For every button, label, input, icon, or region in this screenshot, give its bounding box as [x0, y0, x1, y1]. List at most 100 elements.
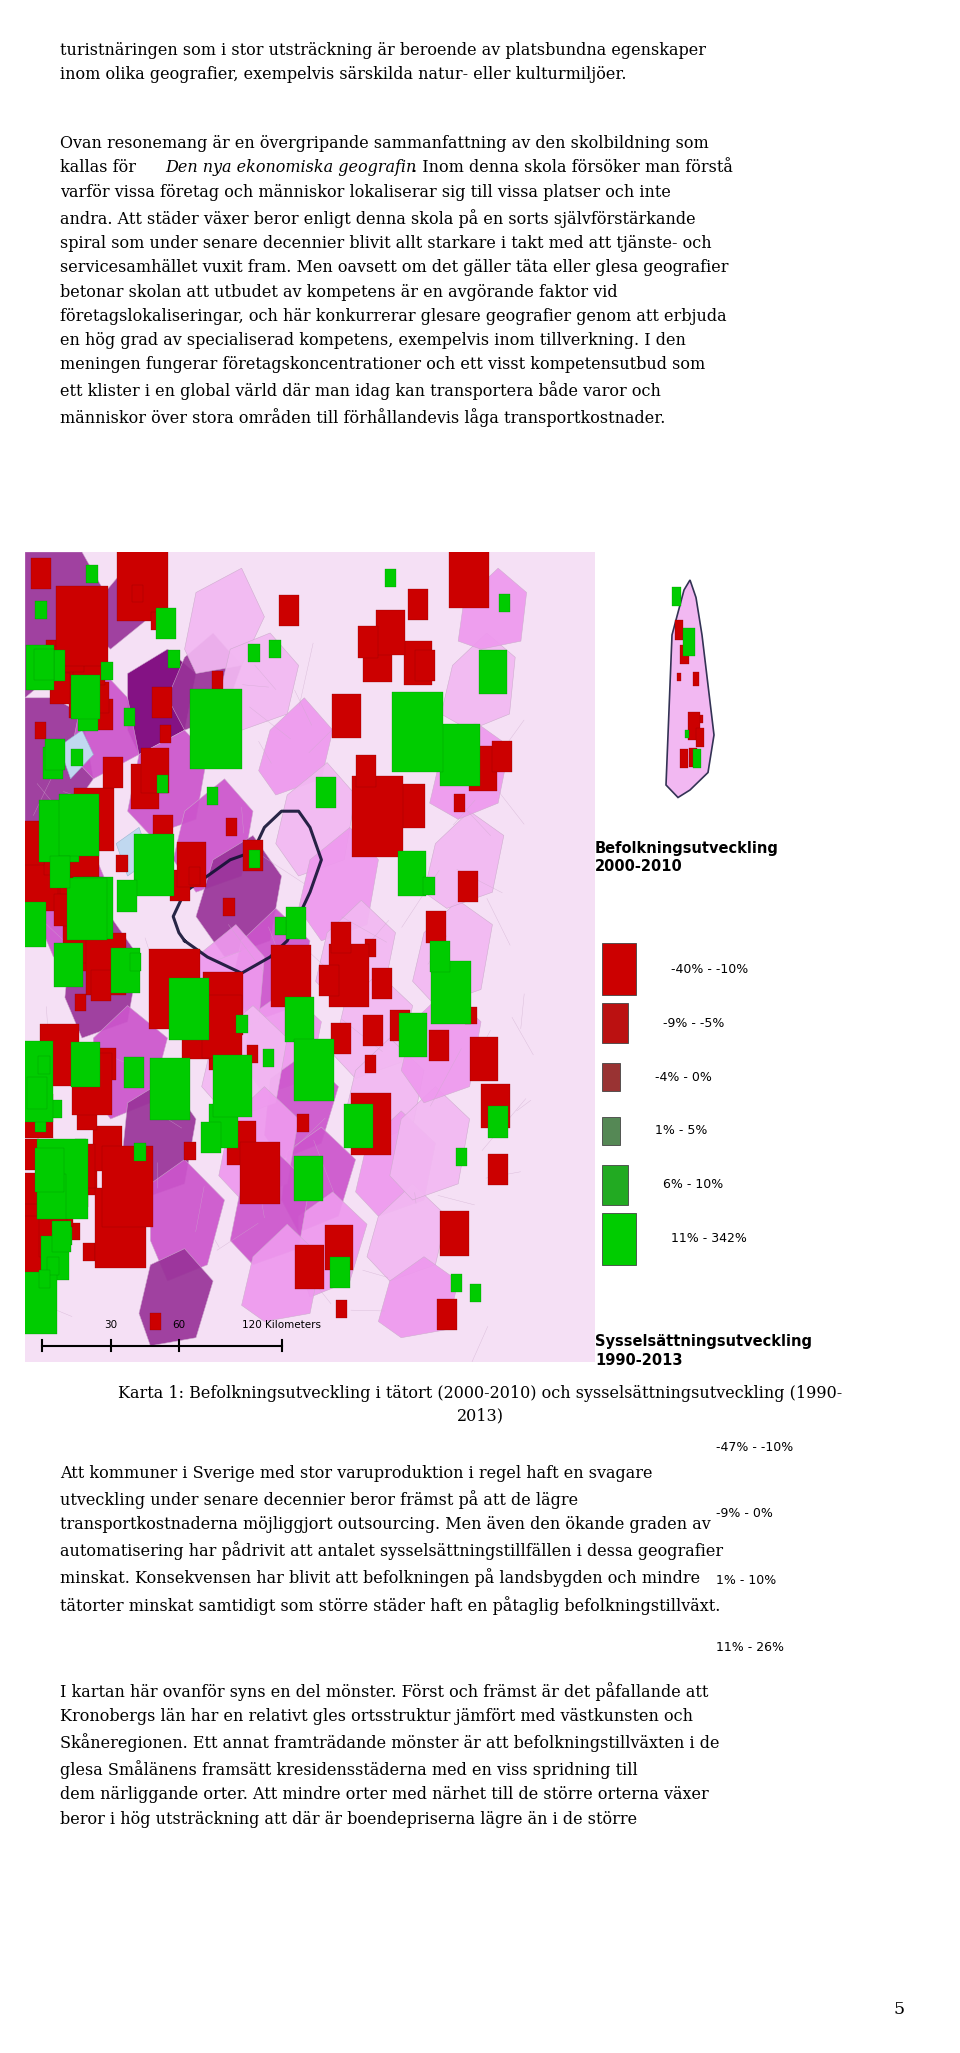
Bar	[70, 632, 82, 651]
Polygon shape	[219, 632, 299, 731]
Bar	[19, 1172, 39, 1205]
Bar	[71, 749, 83, 766]
Polygon shape	[299, 827, 378, 940]
Bar	[441, 1211, 468, 1256]
Bar	[44, 739, 64, 770]
Polygon shape	[93, 1006, 167, 1119]
Polygon shape	[258, 698, 333, 795]
Bar	[378, 618, 398, 651]
Bar	[331, 922, 351, 953]
Bar	[356, 756, 375, 786]
Bar	[391, 1010, 410, 1041]
Bar	[404, 641, 432, 686]
Bar	[65, 622, 105, 686]
Bar	[270, 641, 280, 659]
Bar	[202, 1121, 222, 1154]
Polygon shape	[424, 811, 504, 907]
Text: -40% - -10%: -40% - -10%	[671, 963, 748, 975]
Bar	[456, 1148, 468, 1166]
Bar	[111, 948, 140, 992]
Bar	[182, 1014, 210, 1059]
Bar	[440, 725, 479, 786]
Bar	[97, 1049, 116, 1080]
Bar	[602, 1004, 629, 1043]
Bar	[40, 1236, 69, 1281]
Polygon shape	[299, 1193, 367, 1297]
Bar	[206, 786, 218, 805]
Bar	[249, 850, 260, 868]
Bar	[437, 1300, 457, 1330]
Bar	[60, 1228, 72, 1244]
Polygon shape	[430, 723, 510, 819]
Bar	[595, 1624, 691, 1671]
Polygon shape	[367, 1185, 446, 1281]
Bar	[38, 1055, 50, 1074]
Bar	[684, 630, 690, 645]
Polygon shape	[230, 907, 310, 1022]
Bar	[595, 1425, 691, 1470]
Bar	[602, 944, 636, 996]
Bar	[66, 1049, 78, 1066]
Polygon shape	[333, 973, 413, 1078]
Bar	[19, 1139, 38, 1170]
Bar	[295, 1039, 334, 1100]
Bar	[116, 854, 128, 873]
Bar	[60, 870, 80, 903]
Bar	[141, 747, 169, 792]
Polygon shape	[173, 778, 253, 893]
Bar	[294, 1156, 323, 1201]
Bar	[212, 1055, 252, 1117]
Bar	[279, 595, 300, 626]
Bar	[36, 602, 46, 618]
Bar	[19, 1203, 39, 1234]
Polygon shape	[230, 1152, 310, 1265]
Bar	[298, 1115, 308, 1131]
Bar	[124, 1057, 144, 1088]
Bar	[75, 940, 95, 971]
Bar	[134, 1144, 146, 1160]
Bar	[426, 912, 445, 942]
Bar	[188, 866, 200, 885]
Bar	[431, 961, 470, 1024]
Bar	[73, 877, 112, 938]
Bar	[331, 1022, 351, 1053]
Bar	[685, 731, 688, 739]
Bar	[45, 641, 57, 659]
Bar	[170, 870, 189, 901]
Polygon shape	[36, 852, 110, 957]
Polygon shape	[316, 901, 396, 1006]
Bar	[35, 1115, 46, 1133]
Polygon shape	[25, 698, 93, 836]
Text: . Inom denna skola försöker man förstå: . Inom denna skola försöker man förstå	[412, 160, 733, 177]
Bar	[699, 714, 703, 723]
Bar	[38, 1213, 67, 1256]
Polygon shape	[25, 552, 105, 698]
Polygon shape	[93, 552, 167, 649]
Text: turistnäringen som i stor utsträckning är beroende av platsbundna egenskaper
ino: turistnäringen som i stor utsträckning ä…	[60, 41, 706, 84]
Bar	[481, 1084, 510, 1129]
Bar	[160, 725, 172, 743]
Bar	[168, 651, 180, 667]
Bar	[332, 694, 361, 739]
Bar	[392, 692, 444, 772]
Bar	[247, 1045, 258, 1063]
Bar	[55, 870, 84, 916]
Bar	[286, 907, 306, 938]
Bar	[202, 996, 242, 1057]
Bar	[240, 1141, 280, 1205]
Bar	[71, 675, 100, 719]
Bar	[37, 1174, 65, 1219]
Bar	[208, 1039, 228, 1070]
Bar	[209, 1105, 238, 1148]
Bar	[363, 1014, 383, 1045]
Polygon shape	[151, 1160, 225, 1281]
Bar	[249, 645, 260, 663]
Bar	[117, 881, 136, 912]
Bar	[39, 1024, 80, 1086]
Polygon shape	[128, 731, 207, 836]
Bar	[687, 712, 700, 739]
Bar	[451, 1275, 463, 1291]
Bar	[295, 1244, 324, 1289]
Bar	[423, 877, 435, 895]
Polygon shape	[167, 632, 242, 731]
